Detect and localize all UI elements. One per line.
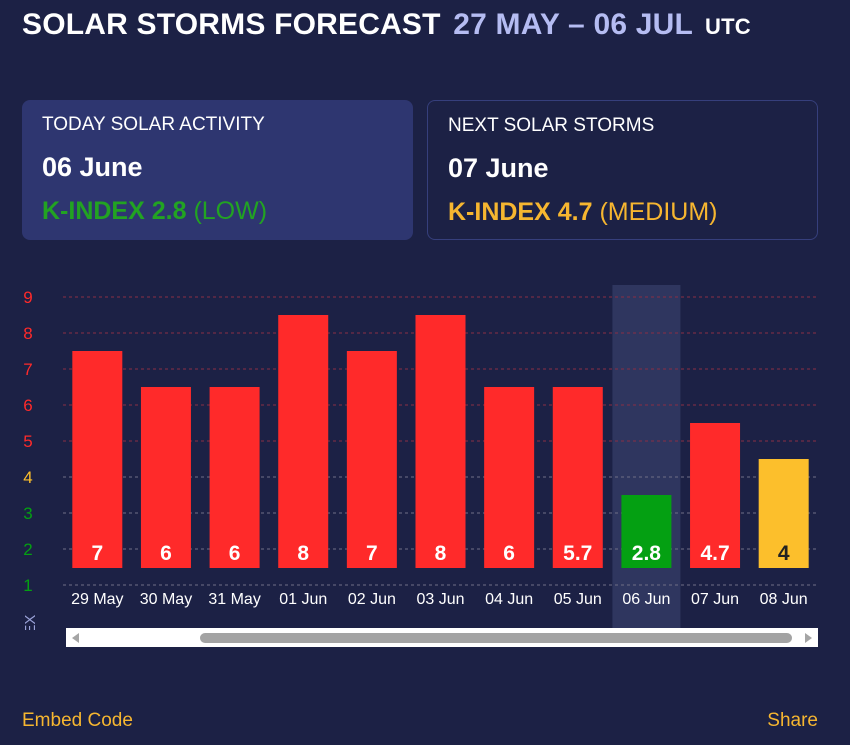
bar[interactable] bbox=[278, 315, 329, 568]
today-kindex-line: K-INDEX 2.8 (LOW) bbox=[42, 197, 393, 226]
page-title: SOLAR STORMS FORECAST 27 MAY – 06 JUL UT… bbox=[22, 8, 751, 42]
y-tick-label: 2 bbox=[23, 540, 32, 559]
chart-scrollbar[interactable] bbox=[66, 628, 818, 647]
kindex-bar-chart: 1 2 3 4 5 6 7 8 9 7 6 6 8 7 8 6 5.7 2.8 4.7 4 29 May 30 May… bbox=[22, 285, 818, 630]
y-tick-label: 4 bbox=[23, 468, 32, 487]
today-level: (LOW) bbox=[193, 197, 268, 225]
y-axis-title: K-INDEX bbox=[22, 615, 39, 630]
x-tick-label: 31 May bbox=[208, 591, 260, 608]
x-tick-label: 04 Jun bbox=[485, 591, 533, 608]
bar[interactable] bbox=[552, 387, 603, 568]
next-card-label: NEXT SOLAR STORMS bbox=[448, 115, 655, 136]
bar-value-label: 4 bbox=[778, 542, 790, 565]
x-tick-label: 07 Jun bbox=[691, 591, 739, 608]
bar[interactable] bbox=[621, 495, 672, 568]
y-tick-label: 8 bbox=[23, 324, 32, 343]
x-tick-label: 06 Jun bbox=[622, 591, 670, 608]
bar[interactable] bbox=[140, 387, 191, 568]
next-kindex-line: K-INDEX 4.7 (MEDIUM) bbox=[448, 198, 797, 227]
title-text: SOLAR STORMS FORECAST bbox=[22, 8, 441, 41]
today-date: 06 June bbox=[42, 152, 143, 182]
share-link[interactable]: Share bbox=[767, 710, 818, 731]
bar[interactable] bbox=[346, 351, 397, 568]
timezone-label: UTC bbox=[705, 14, 751, 39]
bar[interactable] bbox=[690, 423, 741, 568]
bar-value-label: 6 bbox=[160, 542, 172, 565]
today-kindex: K-INDEX 2.8 bbox=[42, 197, 187, 225]
today-card-label: TODAY SOLAR ACTIVITY bbox=[42, 114, 265, 135]
bar-value-label: 8 bbox=[297, 542, 309, 565]
highlight-column bbox=[612, 285, 681, 630]
x-tick-label: 08 Jun bbox=[760, 591, 808, 608]
today-activity-card: TODAY SOLAR ACTIVITY 06 June K-INDEX 2.8… bbox=[22, 100, 413, 240]
y-tick-label: 7 bbox=[23, 360, 32, 379]
next-level: (MEDIUM) bbox=[599, 198, 718, 226]
x-tick-label: 05 Jun bbox=[554, 591, 602, 608]
bar-value-label: 6 bbox=[229, 542, 241, 565]
bar[interactable] bbox=[758, 459, 809, 568]
x-tick-label: 30 May bbox=[140, 591, 192, 608]
scrollbar-thumb[interactable] bbox=[200, 633, 792, 643]
bar-value-label: 7 bbox=[366, 542, 378, 565]
bar[interactable] bbox=[415, 315, 466, 568]
scroll-right-icon[interactable] bbox=[805, 633, 812, 643]
y-tick-label: 1 bbox=[23, 576, 32, 595]
bar-value-label: 7 bbox=[91, 542, 103, 565]
bar-value-label: 4.7 bbox=[700, 542, 729, 565]
bar-value-label: 6 bbox=[503, 542, 515, 565]
embed-code-link[interactable]: Embed Code bbox=[22, 710, 133, 731]
y-tick-label: 3 bbox=[23, 504, 32, 523]
y-tick-label: 5 bbox=[23, 432, 32, 451]
x-tick-label: 29 May bbox=[71, 591, 123, 608]
next-storms-card: NEXT SOLAR STORMS 07 June K-INDEX 4.7 (M… bbox=[427, 100, 818, 240]
x-tick-label: 03 Jun bbox=[416, 591, 464, 608]
bar-value-label: 8 bbox=[435, 542, 447, 565]
y-tick-label: 6 bbox=[23, 396, 32, 415]
scroll-left-icon[interactable] bbox=[72, 633, 79, 643]
next-date: 07 June bbox=[448, 153, 549, 183]
bar-value-label: 5.7 bbox=[563, 542, 592, 565]
bar[interactable] bbox=[72, 351, 123, 568]
bar[interactable] bbox=[484, 387, 535, 568]
y-tick-label: 9 bbox=[23, 288, 32, 307]
next-kindex: K-INDEX 4.7 bbox=[448, 198, 593, 226]
x-tick-label: 02 Jun bbox=[348, 591, 396, 608]
x-tick-label: 01 Jun bbox=[279, 591, 327, 608]
bar-value-label: 2.8 bbox=[632, 542, 662, 565]
date-range: 27 MAY – 06 JUL bbox=[453, 8, 693, 41]
bar[interactable] bbox=[209, 387, 260, 568]
